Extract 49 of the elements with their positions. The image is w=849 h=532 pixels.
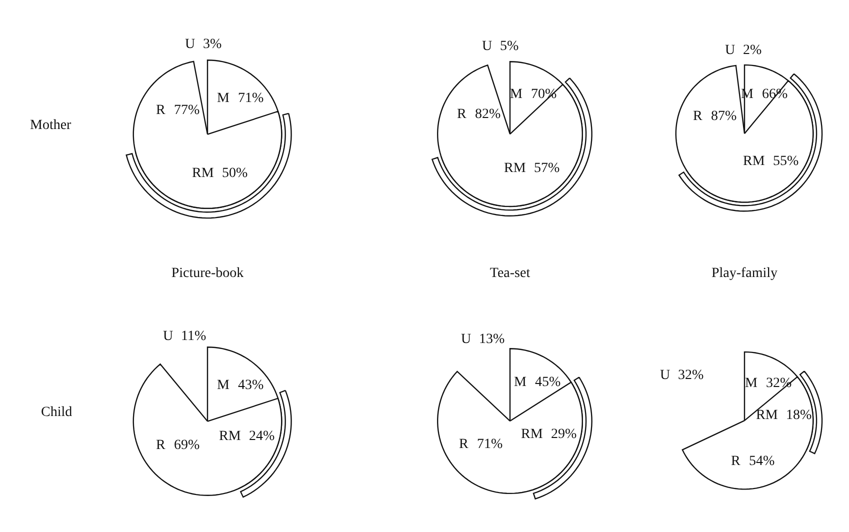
category-label: R xyxy=(731,454,741,469)
category-label: R xyxy=(693,109,703,124)
data-label: 11% xyxy=(181,329,206,344)
text: Tea-set xyxy=(490,266,530,281)
category-label: R xyxy=(459,437,469,452)
category-label: RM xyxy=(504,161,526,176)
data-label: 29% xyxy=(551,427,577,442)
data-label: 2% xyxy=(743,43,762,58)
data-label: 50% xyxy=(222,166,248,181)
category-label: R xyxy=(156,438,166,453)
data-label: 24% xyxy=(249,429,275,444)
data-label: 55% xyxy=(773,154,799,169)
text: Mother xyxy=(30,118,72,133)
text: Child xyxy=(41,405,72,420)
category-label: RM xyxy=(743,154,766,169)
data-label: 77% xyxy=(174,103,200,118)
category-label: R xyxy=(156,103,166,118)
data-label: 71% xyxy=(238,91,264,106)
data-label: 5% xyxy=(500,39,519,54)
category-label: RM xyxy=(192,166,214,181)
category-label: M xyxy=(514,375,527,390)
category-label: U xyxy=(725,43,736,58)
category-label: M xyxy=(217,378,230,393)
data-label: 57% xyxy=(534,161,560,176)
category-label: M xyxy=(745,376,758,391)
category-label: R xyxy=(457,107,467,122)
data-label: 32% xyxy=(678,368,704,383)
category-label: U xyxy=(660,368,670,383)
text: Picture-book xyxy=(171,266,244,281)
data-label: 18% xyxy=(786,408,812,423)
category-label: RM xyxy=(756,408,778,423)
category-label: U xyxy=(482,39,492,54)
category-label: M xyxy=(510,87,523,102)
data-label: 87% xyxy=(711,109,737,124)
data-label: 69% xyxy=(174,438,200,453)
category-label: U xyxy=(185,37,196,52)
category-label: M xyxy=(217,91,230,106)
data-label: 71% xyxy=(477,437,503,452)
data-label: 45% xyxy=(535,375,561,390)
category-label: RM xyxy=(219,429,242,444)
data-label: 43% xyxy=(238,378,264,393)
data-label: 3% xyxy=(203,37,222,52)
text: Play-family xyxy=(711,266,778,281)
data-label: 54% xyxy=(749,454,775,469)
category-label: U xyxy=(461,332,472,347)
category-label: RM xyxy=(521,427,544,442)
category-label: U xyxy=(163,329,174,344)
data-label: 13% xyxy=(479,332,505,347)
data-label: 82% xyxy=(475,107,501,122)
